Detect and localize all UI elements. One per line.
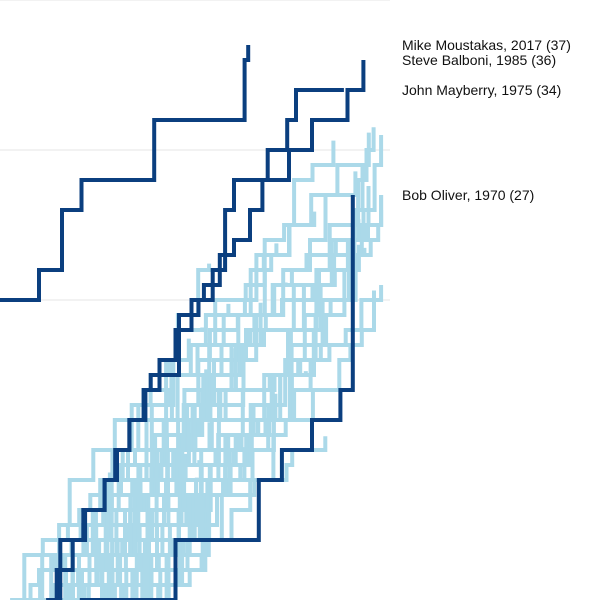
highlighted-seasons-lines [0,45,366,600]
series-line-3 [79,195,355,600]
season-line-other [120,343,353,600]
series-label-2: John Mayberry, 1975 (34) [402,82,561,98]
season-line-other [88,171,358,600]
series-labels: Mike Moustakas, 2017 (37)Steve Balboni, … [402,37,571,203]
season-line-other [137,371,308,600]
season-line-other [111,290,376,600]
series-line-0 [0,45,251,302]
season-line-other [124,436,328,600]
series-label-1: Steve Balboni, 1985 (36) [402,52,556,68]
series-label-3: Bob Oliver, 1970 (27) [402,187,534,203]
series-line-2 [56,88,344,600]
series-label-0: Mike Moustakas, 2017 (37) [402,37,571,53]
other-seasons-lines [10,127,384,600]
season-line-other [46,140,336,600]
